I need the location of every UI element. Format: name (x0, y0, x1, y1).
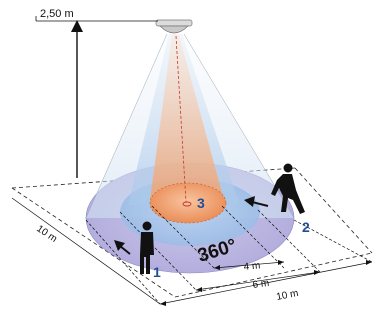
beam-inner-cone (150, 35, 224, 200)
dimension-4m: 4 m (243, 260, 261, 273)
zone-number-1: 1 (153, 264, 161, 280)
center-point (182, 201, 192, 207)
ceiling-sensor (155, 19, 193, 34)
height-indicator (35, 16, 158, 178)
person-1-icon (140, 221, 154, 274)
zone-number-3: 3 (197, 195, 205, 211)
dimension-lines (11, 197, 373, 305)
zone-number-2: 2 (302, 219, 310, 235)
inner-zone (149, 182, 227, 224)
beam-center-line (175, 35, 187, 203)
dimension-side-10m: 10 m (34, 223, 59, 245)
dimension-arrows (160, 260, 372, 306)
height-label: 2,50 m (40, 8, 74, 20)
dimension-6m: 6 m (252, 278, 270, 291)
arrow-2 (244, 196, 269, 207)
person-2-icon (271, 163, 305, 214)
arrow-1 (114, 240, 131, 255)
dimension-10m: 10 m (275, 288, 299, 303)
